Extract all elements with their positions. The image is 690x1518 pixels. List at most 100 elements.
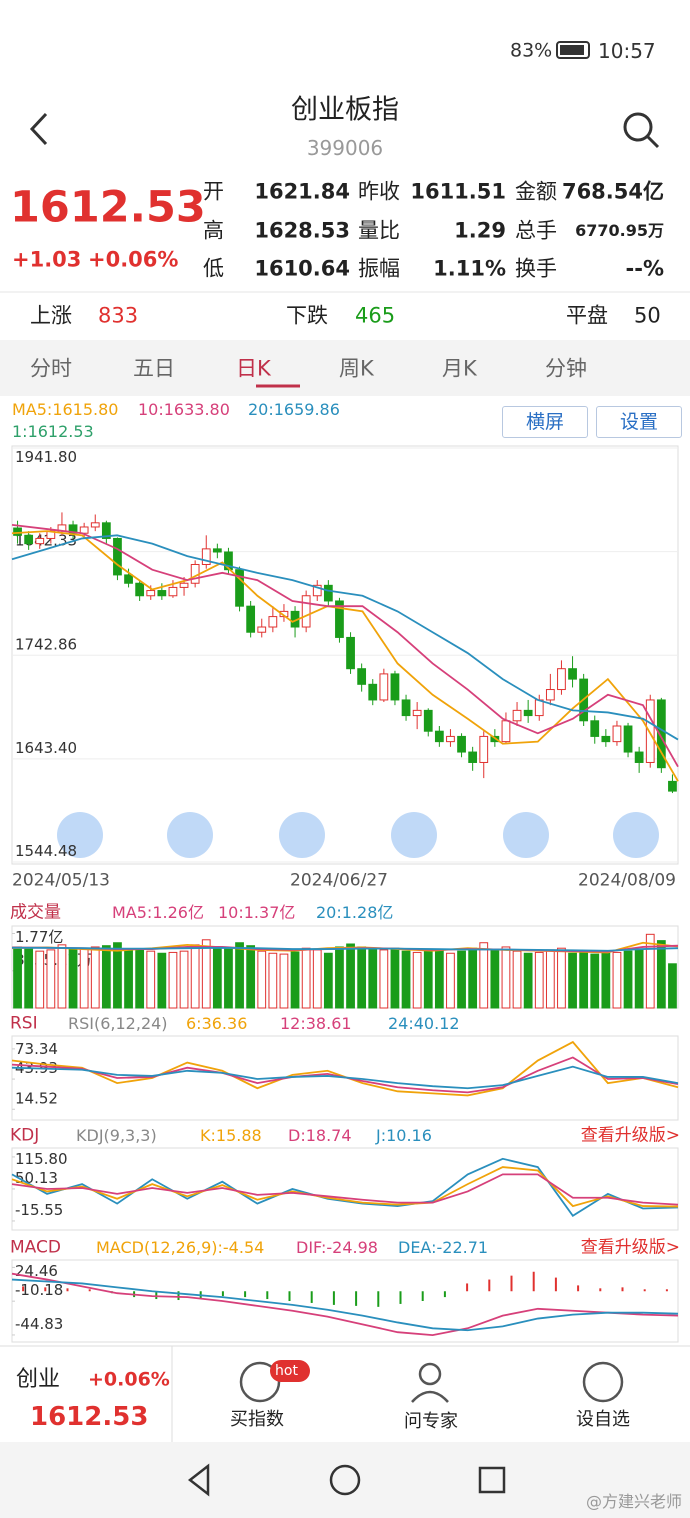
field-label: 昨收 bbox=[358, 179, 400, 204]
action-label[interactable]: 设自选 bbox=[576, 1409, 630, 1430]
tab[interactable]: 五日 bbox=[133, 356, 175, 381]
candle-body bbox=[545, 689, 555, 701]
panel-title: 成交量 bbox=[10, 902, 61, 923]
candle-body bbox=[24, 534, 34, 545]
upgrade-link: 查看升级版> bbox=[580, 1125, 680, 1146]
candle-body bbox=[168, 586, 178, 597]
candle-body bbox=[157, 590, 167, 597]
icon bbox=[239, 1361, 281, 1403]
candle-body bbox=[434, 730, 444, 743]
candle-body bbox=[246, 605, 256, 633]
rsi-frame bbox=[11, 1035, 679, 1121]
legend-text: MA5:1615.80 bbox=[12, 400, 119, 419]
candle-body bbox=[101, 522, 111, 539]
breadth-label: 上涨 bbox=[30, 303, 72, 328]
scroll-left[interactable] bbox=[57, 812, 103, 858]
landscape-button[interactable]: 横屏 bbox=[502, 406, 588, 438]
candle-body bbox=[212, 548, 222, 553]
hot-badge-text: hot bbox=[275, 1363, 298, 1379]
volume-bar bbox=[279, 953, 289, 1009]
candle-body bbox=[323, 584, 333, 602]
candle-body bbox=[634, 751, 644, 763]
candle-body bbox=[590, 720, 600, 737]
indicator-line bbox=[11, 1272, 679, 1337]
nav-back[interactable] bbox=[187, 1463, 210, 1497]
indicator-line bbox=[12, 946, 679, 952]
volume-bar bbox=[201, 939, 211, 1009]
volume-bar bbox=[512, 950, 522, 1009]
volume-bar bbox=[13, 946, 22, 1009]
volume-bar bbox=[568, 952, 577, 1009]
candle-body bbox=[113, 537, 122, 576]
candle-body bbox=[557, 668, 566, 691]
candle-body bbox=[612, 725, 622, 743]
volume-bar bbox=[423, 948, 433, 1009]
indicator-line bbox=[11, 530, 679, 782]
y-tick-label: 1941.80 bbox=[15, 448, 77, 466]
icon bbox=[418, 1362, 442, 1386]
candle-body bbox=[346, 636, 355, 670]
legend-text: DEA:-22.71 bbox=[398, 1238, 489, 1257]
settings-button[interactable]: 设置 bbox=[596, 406, 682, 438]
candle-body bbox=[423, 709, 433, 732]
volume-bar bbox=[90, 946, 100, 1009]
volume-bar bbox=[290, 951, 300, 1009]
volume-bar bbox=[257, 950, 267, 1009]
volume-bar bbox=[179, 950, 189, 1009]
volume-bar bbox=[346, 943, 355, 1009]
volume-bar bbox=[401, 950, 411, 1009]
y-tick-label: 50.13 bbox=[15, 1169, 58, 1187]
candle-body bbox=[257, 626, 267, 633]
move-left[interactable] bbox=[391, 812, 437, 858]
bottom-price: 1612.53 bbox=[30, 1402, 149, 1432]
bottom-bar bbox=[0, 1346, 690, 1442]
volume-bar bbox=[190, 944, 200, 1009]
candle-body bbox=[479, 735, 489, 763]
candle-body bbox=[201, 548, 211, 565]
zoom-out[interactable] bbox=[279, 812, 325, 858]
move-right[interactable] bbox=[503, 812, 549, 858]
candle-body bbox=[534, 699, 544, 717]
tab[interactable]: 月K bbox=[442, 356, 477, 381]
candle-body bbox=[68, 524, 78, 534]
volume-bar bbox=[645, 933, 655, 1009]
battery-icon bbox=[556, 41, 590, 59]
y-tick-label: -10.18 bbox=[15, 1281, 63, 1299]
candle-body bbox=[146, 590, 156, 597]
nav-home[interactable] bbox=[329, 1464, 361, 1496]
volume-bar bbox=[24, 948, 34, 1009]
watermark: @方建兴老师 bbox=[585, 1492, 682, 1511]
tab[interactable]: 分钟 bbox=[545, 356, 587, 381]
field-value: 6770.95万 bbox=[575, 221, 664, 240]
legend-text: 10:1633.80 bbox=[138, 400, 230, 419]
nav-recent[interactable] bbox=[478, 1466, 506, 1494]
action-label[interactable]: 买指数 bbox=[230, 1409, 284, 1430]
field-label: 量比 bbox=[358, 218, 400, 243]
volume-bar bbox=[379, 949, 389, 1009]
indicator-line bbox=[11, 1157, 679, 1218]
zoom-in[interactable] bbox=[167, 812, 213, 858]
search-button[interactable] bbox=[623, 112, 653, 142]
volume-bar bbox=[113, 942, 122, 1009]
fullscreen[interactable] bbox=[613, 812, 659, 858]
tab[interactable]: 周K bbox=[339, 356, 374, 381]
volume-bar bbox=[135, 949, 145, 1009]
candle-body bbox=[412, 709, 422, 717]
field-label: 换手 bbox=[515, 256, 557, 281]
tab[interactable]: 日K bbox=[236, 356, 271, 381]
legend-text: J:10.16 bbox=[376, 1126, 432, 1145]
legend-text: 12:38.61 bbox=[280, 1014, 352, 1033]
volume-bar bbox=[601, 952, 611, 1009]
y-tick-label: 14.52 bbox=[15, 1089, 58, 1107]
candle-body bbox=[446, 735, 455, 743]
field-value: 1.29 bbox=[454, 218, 506, 243]
y-tick-label: 1.77亿 bbox=[15, 928, 63, 946]
indicator-line bbox=[11, 1065, 679, 1090]
price: 1612.53 bbox=[10, 182, 206, 233]
candle-body bbox=[645, 699, 655, 763]
volume-bar bbox=[634, 948, 644, 1009]
back-button[interactable] bbox=[29, 112, 48, 146]
action-label[interactable]: 问专家 bbox=[404, 1411, 458, 1432]
candle-body bbox=[235, 569, 244, 607]
tab[interactable]: 分时 bbox=[30, 356, 72, 381]
